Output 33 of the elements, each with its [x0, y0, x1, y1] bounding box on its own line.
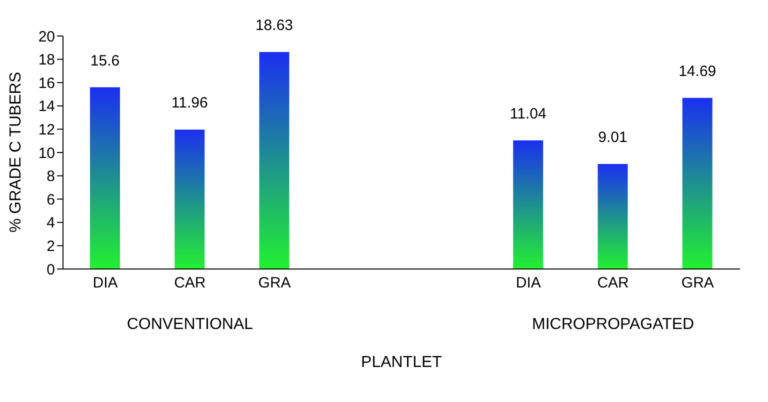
y-tick-label: 0: [46, 261, 55, 278]
data-label: 11.96: [171, 94, 208, 112]
bar: [259, 52, 290, 269]
data-label: 18.63: [255, 16, 294, 34]
bar: [598, 164, 628, 269]
y-tick-label: 12: [38, 122, 55, 139]
x-tick-label: CAR: [174, 274, 206, 292]
y-tick-label: 20: [38, 28, 55, 46]
y-axis-title: % GRADE C TUBERS: [8, 72, 25, 232]
x-tick-label: DIA: [92, 274, 118, 292]
data-label: 9.01: [598, 129, 628, 146]
data-label: 14.69: [678, 62, 716, 80]
data-label: 15.6: [90, 52, 120, 70]
bar: [174, 130, 205, 269]
y-tick-label: 10: [38, 144, 55, 162]
bar: [90, 87, 120, 269]
x-axis-title: PLANTLET: [360, 354, 443, 372]
y-tick-label: 2: [46, 238, 55, 256]
y-tick-label: 4: [46, 214, 55, 232]
y-tick-label: 8: [46, 168, 55, 186]
bar: [682, 98, 712, 269]
y-tick-label: 14: [38, 98, 55, 116]
x-tick-label: CAR: [597, 274, 630, 292]
y-tick-label: 16: [38, 74, 55, 92]
text: CONVENTIONAL: [126, 316, 254, 334]
bar: [513, 140, 544, 269]
y-tick-label: 18: [38, 52, 55, 69]
x-tick-label: GRA: [681, 274, 714, 292]
x-tick-label: GRA: [258, 274, 291, 292]
x-tick-label: DIA: [516, 274, 541, 292]
y-tick-label: 6: [46, 191, 55, 208]
data-label: 11.04: [510, 105, 546, 122]
text: MICROPROPAGATED: [531, 316, 696, 334]
